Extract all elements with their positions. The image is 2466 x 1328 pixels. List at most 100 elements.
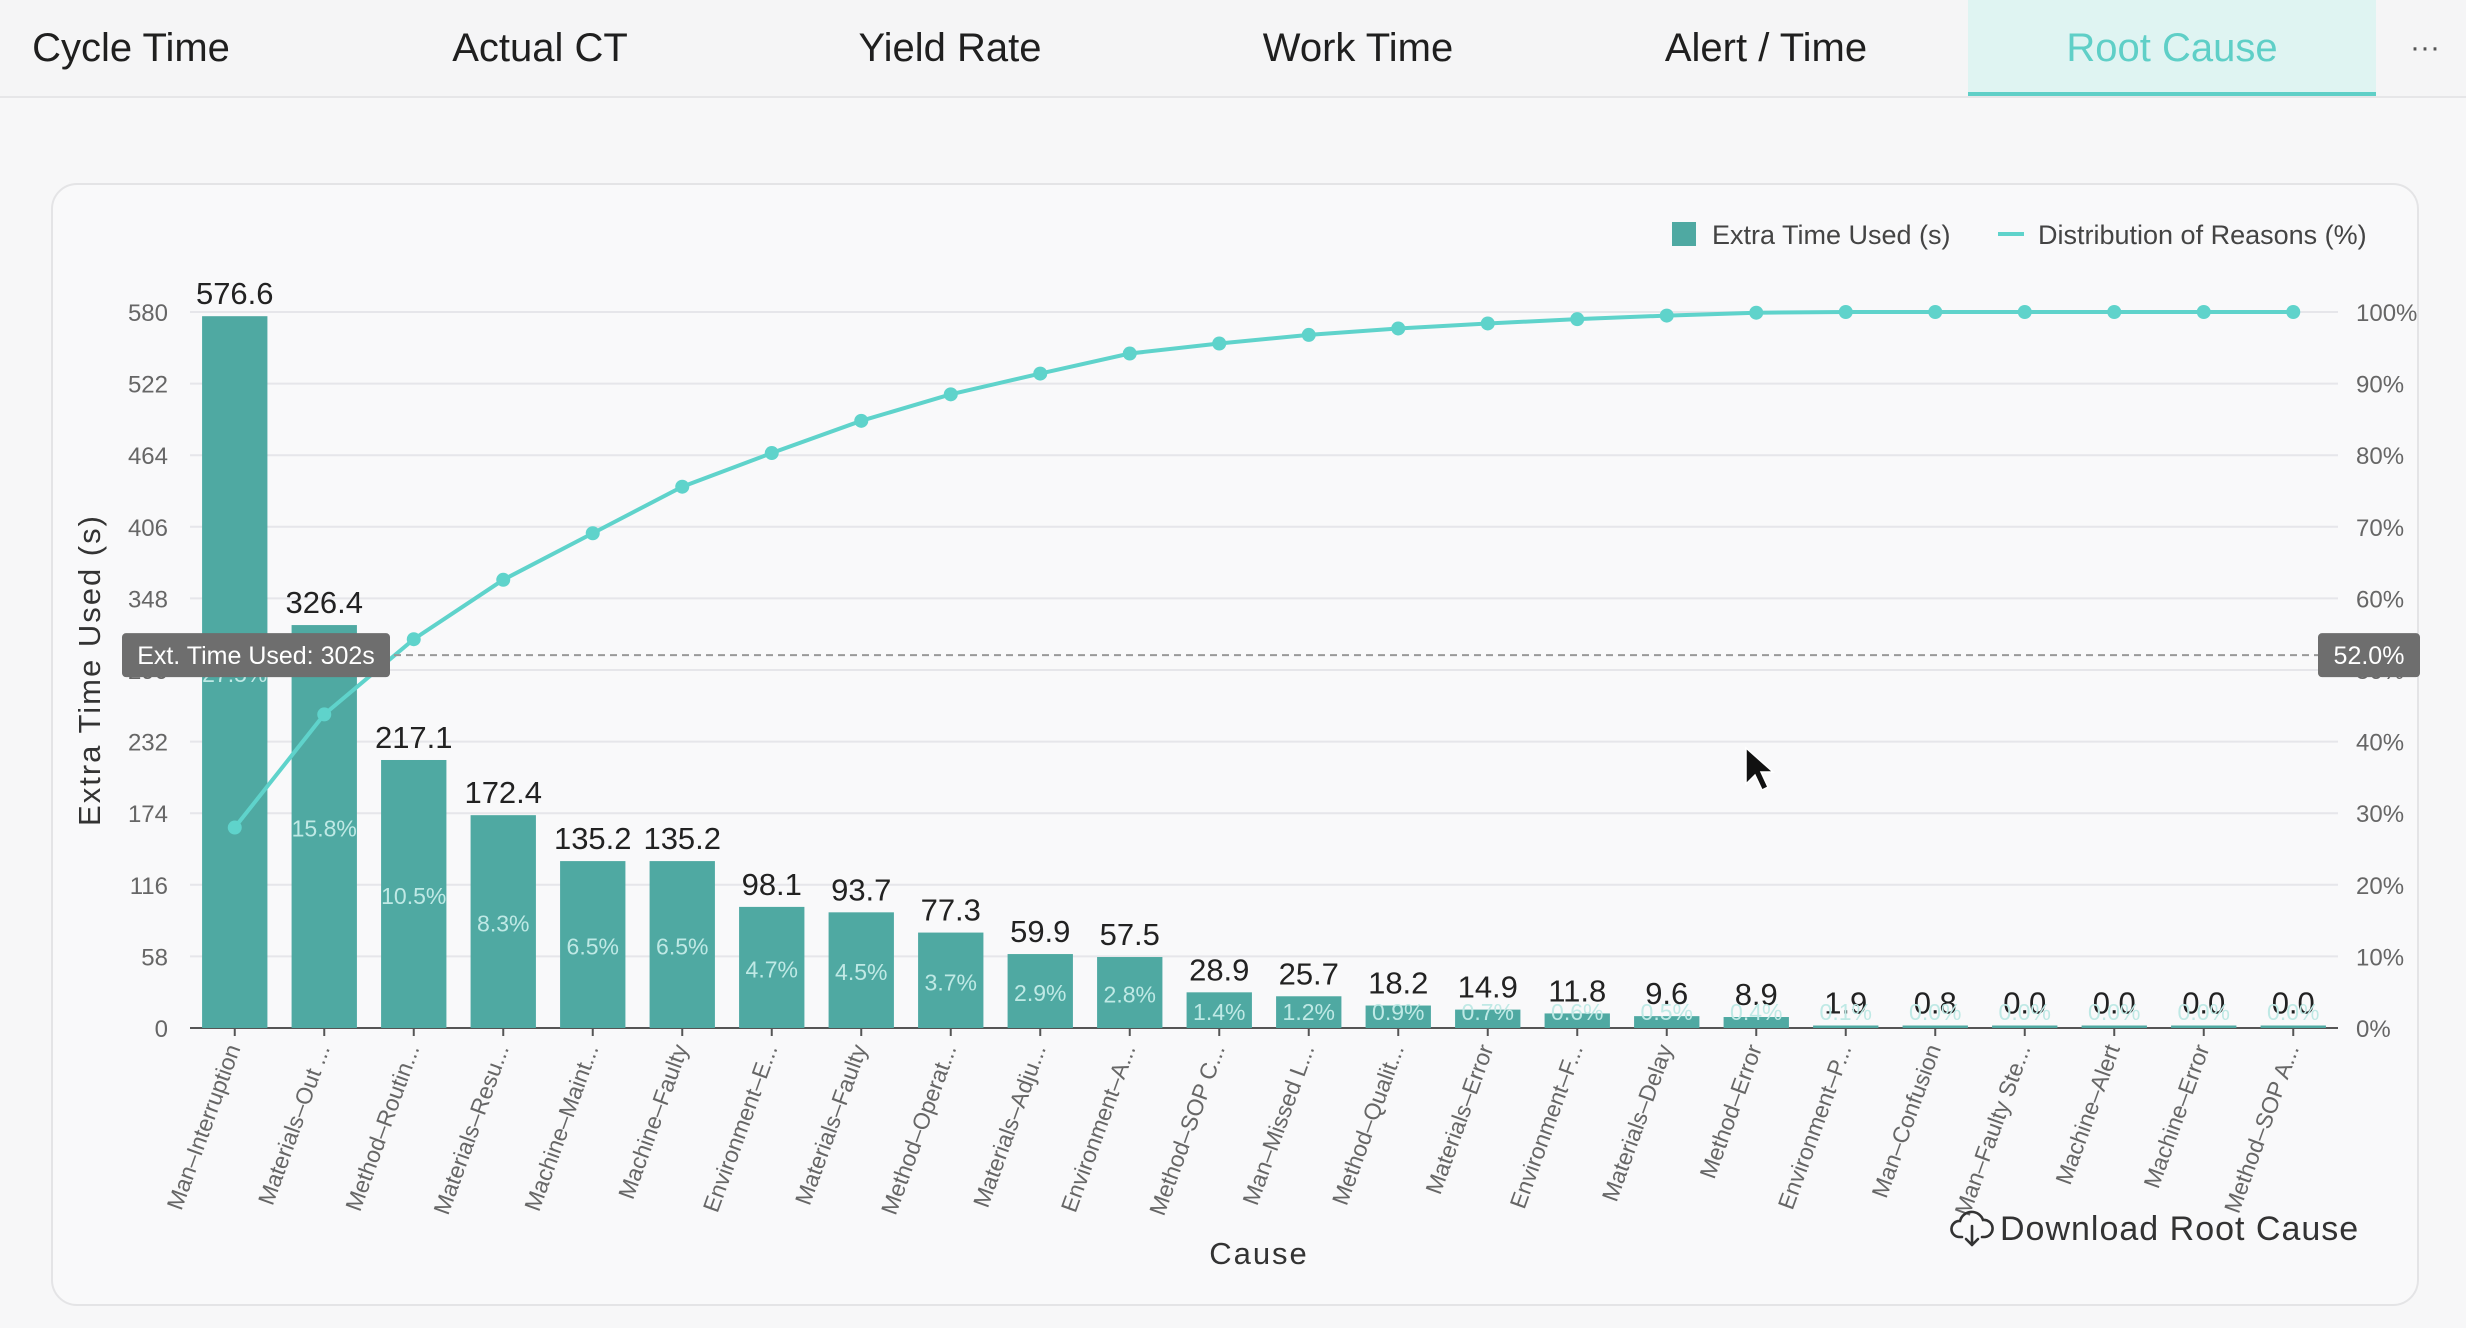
bar-value-label: 0.0	[2093, 986, 2136, 1021]
legend-bar-swatch	[1672, 222, 1696, 246]
bar-value-label: 135.2	[554, 821, 632, 856]
x-tick-label: Machine–Alert	[2050, 1040, 2125, 1188]
bar	[1723, 1017, 1789, 1028]
line-point	[854, 413, 869, 428]
legend-bar-label: Extra Time Used (s)	[1712, 220, 1951, 250]
bar-percent-label: 0.7%	[1462, 999, 1514, 1025]
line-point	[1838, 305, 1853, 319]
y-tick-label: 58	[141, 944, 168, 971]
download-label: Download Root Cause	[2000, 1209, 2360, 1248]
bar-value-label: 98.1	[742, 867, 802, 902]
bar-value-label: 135.2	[643, 821, 721, 856]
line-point	[1212, 336, 1227, 351]
x-tick-label: Environment–E...	[698, 1041, 783, 1216]
tooltip-box	[2318, 633, 2420, 678]
bar-value-label: 1.9	[1824, 986, 1867, 1021]
y-tick-label: 174	[128, 801, 168, 828]
chart-card	[51, 183, 2419, 1306]
line-point	[1301, 327, 1316, 342]
y2-tick-label: 100%	[2356, 300, 2417, 327]
tab-yield-rate[interactable]: Yield Rate	[858, 26, 1042, 70]
tab-cycle-time[interactable]: Cycle Time	[32, 26, 230, 70]
bar-percent-label: 1.4%	[1193, 999, 1245, 1025]
bar-value-label: 18.2	[1368, 966, 1428, 1001]
line-point	[585, 526, 600, 541]
bar-value-label: 8.9	[1735, 977, 1778, 1012]
bar	[828, 912, 894, 1028]
line-point	[2286, 305, 2301, 319]
line-point	[1928, 305, 1943, 319]
x-tick-label: Materials–Faulty	[790, 1040, 872, 1208]
bar	[1365, 1005, 1431, 1028]
bar	[381, 759, 447, 1028]
line-point	[1391, 321, 1406, 336]
bar-percent-label: 10.5%	[381, 883, 446, 909]
bar-value-label: 11.8	[1548, 973, 1606, 1008]
bar-percent-label: 0.4%	[1730, 999, 1782, 1025]
y2-tick-label: 30%	[2356, 801, 2404, 828]
bar	[2081, 1025, 2147, 1028]
line-point	[317, 707, 332, 722]
x-tick-label: Machine–Error	[2138, 1041, 2214, 1192]
bar	[739, 906, 805, 1028]
line-point	[2107, 305, 2122, 319]
x-tick-label: Method–Operat...	[876, 1041, 962, 1218]
bar-value-label: 172.4	[464, 775, 542, 810]
y-axis-title: Extra Time Used (s)	[72, 514, 107, 826]
bar-value-label: 25.7	[1279, 956, 1339, 991]
x-tick-label: Materials–Delay	[1597, 1040, 1678, 1204]
bar-percent-label: 0.0%	[2088, 999, 2140, 1025]
bar-percent-label: 4.5%	[835, 959, 887, 985]
bar	[1992, 1025, 2058, 1028]
bar	[1813, 1025, 1879, 1028]
bar	[1634, 1016, 1700, 1028]
x-tick-label: Environment–F...	[1504, 1041, 1587, 1212]
line-point	[1659, 308, 1674, 323]
line-point	[1122, 346, 1137, 361]
x-tick-label: Environment–A...	[1056, 1041, 1141, 1216]
bar-percent-label: 4.7%	[746, 956, 798, 982]
y-tick-label: 406	[128, 515, 168, 542]
bar-value-label: 9.6	[1645, 976, 1688, 1011]
bar-percent-label: 0.0%	[1999, 999, 2051, 1025]
bar	[291, 625, 357, 1028]
axis-pointer-left-tooltip: Ext. Time Used: 302s	[122, 633, 390, 678]
bar	[1902, 1025, 1968, 1028]
y2-tick-label: 10%	[2356, 944, 2404, 971]
tab-root-cause[interactable]: Root Cause	[1968, 0, 2376, 96]
line-point	[943, 387, 958, 402]
download-root-cause-button[interactable]: Download Root Cause	[1950, 1205, 2359, 1253]
tab-alert-time[interactable]: Alert / Time	[1664, 26, 1868, 70]
bar-value-label: 77.3	[921, 893, 981, 928]
y2-tick-label: 70%	[2356, 515, 2404, 542]
tab-actual-ct[interactable]: Actual CT	[452, 26, 628, 70]
line-point	[2017, 305, 2032, 319]
x-axis-title: Cause	[1209, 1236, 1309, 1271]
line-point	[2196, 305, 2211, 319]
bar	[1276, 996, 1342, 1028]
line-point	[1033, 366, 1048, 381]
more-tabs-icon[interactable]: ···	[2410, 31, 2440, 64]
x-tick-label: Machine–Maint...	[519, 1041, 603, 1214]
bar-value-label: 576.6	[196, 276, 274, 311]
x-tick-label: Method–Error	[1694, 1041, 1767, 1182]
bar	[918, 932, 984, 1028]
bar-percent-label: 0.0%	[2178, 999, 2230, 1025]
x-tick-label: Man–Interruption	[162, 1041, 246, 1213]
x-tick-label: Method–SOP C...	[1144, 1041, 1230, 1219]
line-point	[764, 446, 779, 461]
bar-value-label: 326.4	[285, 585, 363, 620]
legend: Extra Time Used (s) Distribution of Reaso…	[1672, 220, 2367, 250]
bar	[1544, 1013, 1610, 1028]
x-tick-label: Man–Confusion	[1866, 1041, 1946, 1201]
tooltip-box	[122, 633, 390, 678]
bar-percent-label: 6.5%	[567, 934, 619, 960]
bar-percent-label: 0.6%	[1551, 999, 1603, 1025]
tab-work-time[interactable]: Work Time	[1262, 26, 1454, 70]
bar-value-label: 93.7	[831, 872, 891, 907]
bar	[1186, 992, 1252, 1028]
bar-value-label: 28.9	[1189, 952, 1249, 987]
y-tick-label: 580	[128, 300, 168, 327]
cloud-download-icon	[1950, 1210, 1994, 1247]
bar-percent-label: 0.0%	[1909, 999, 1961, 1025]
